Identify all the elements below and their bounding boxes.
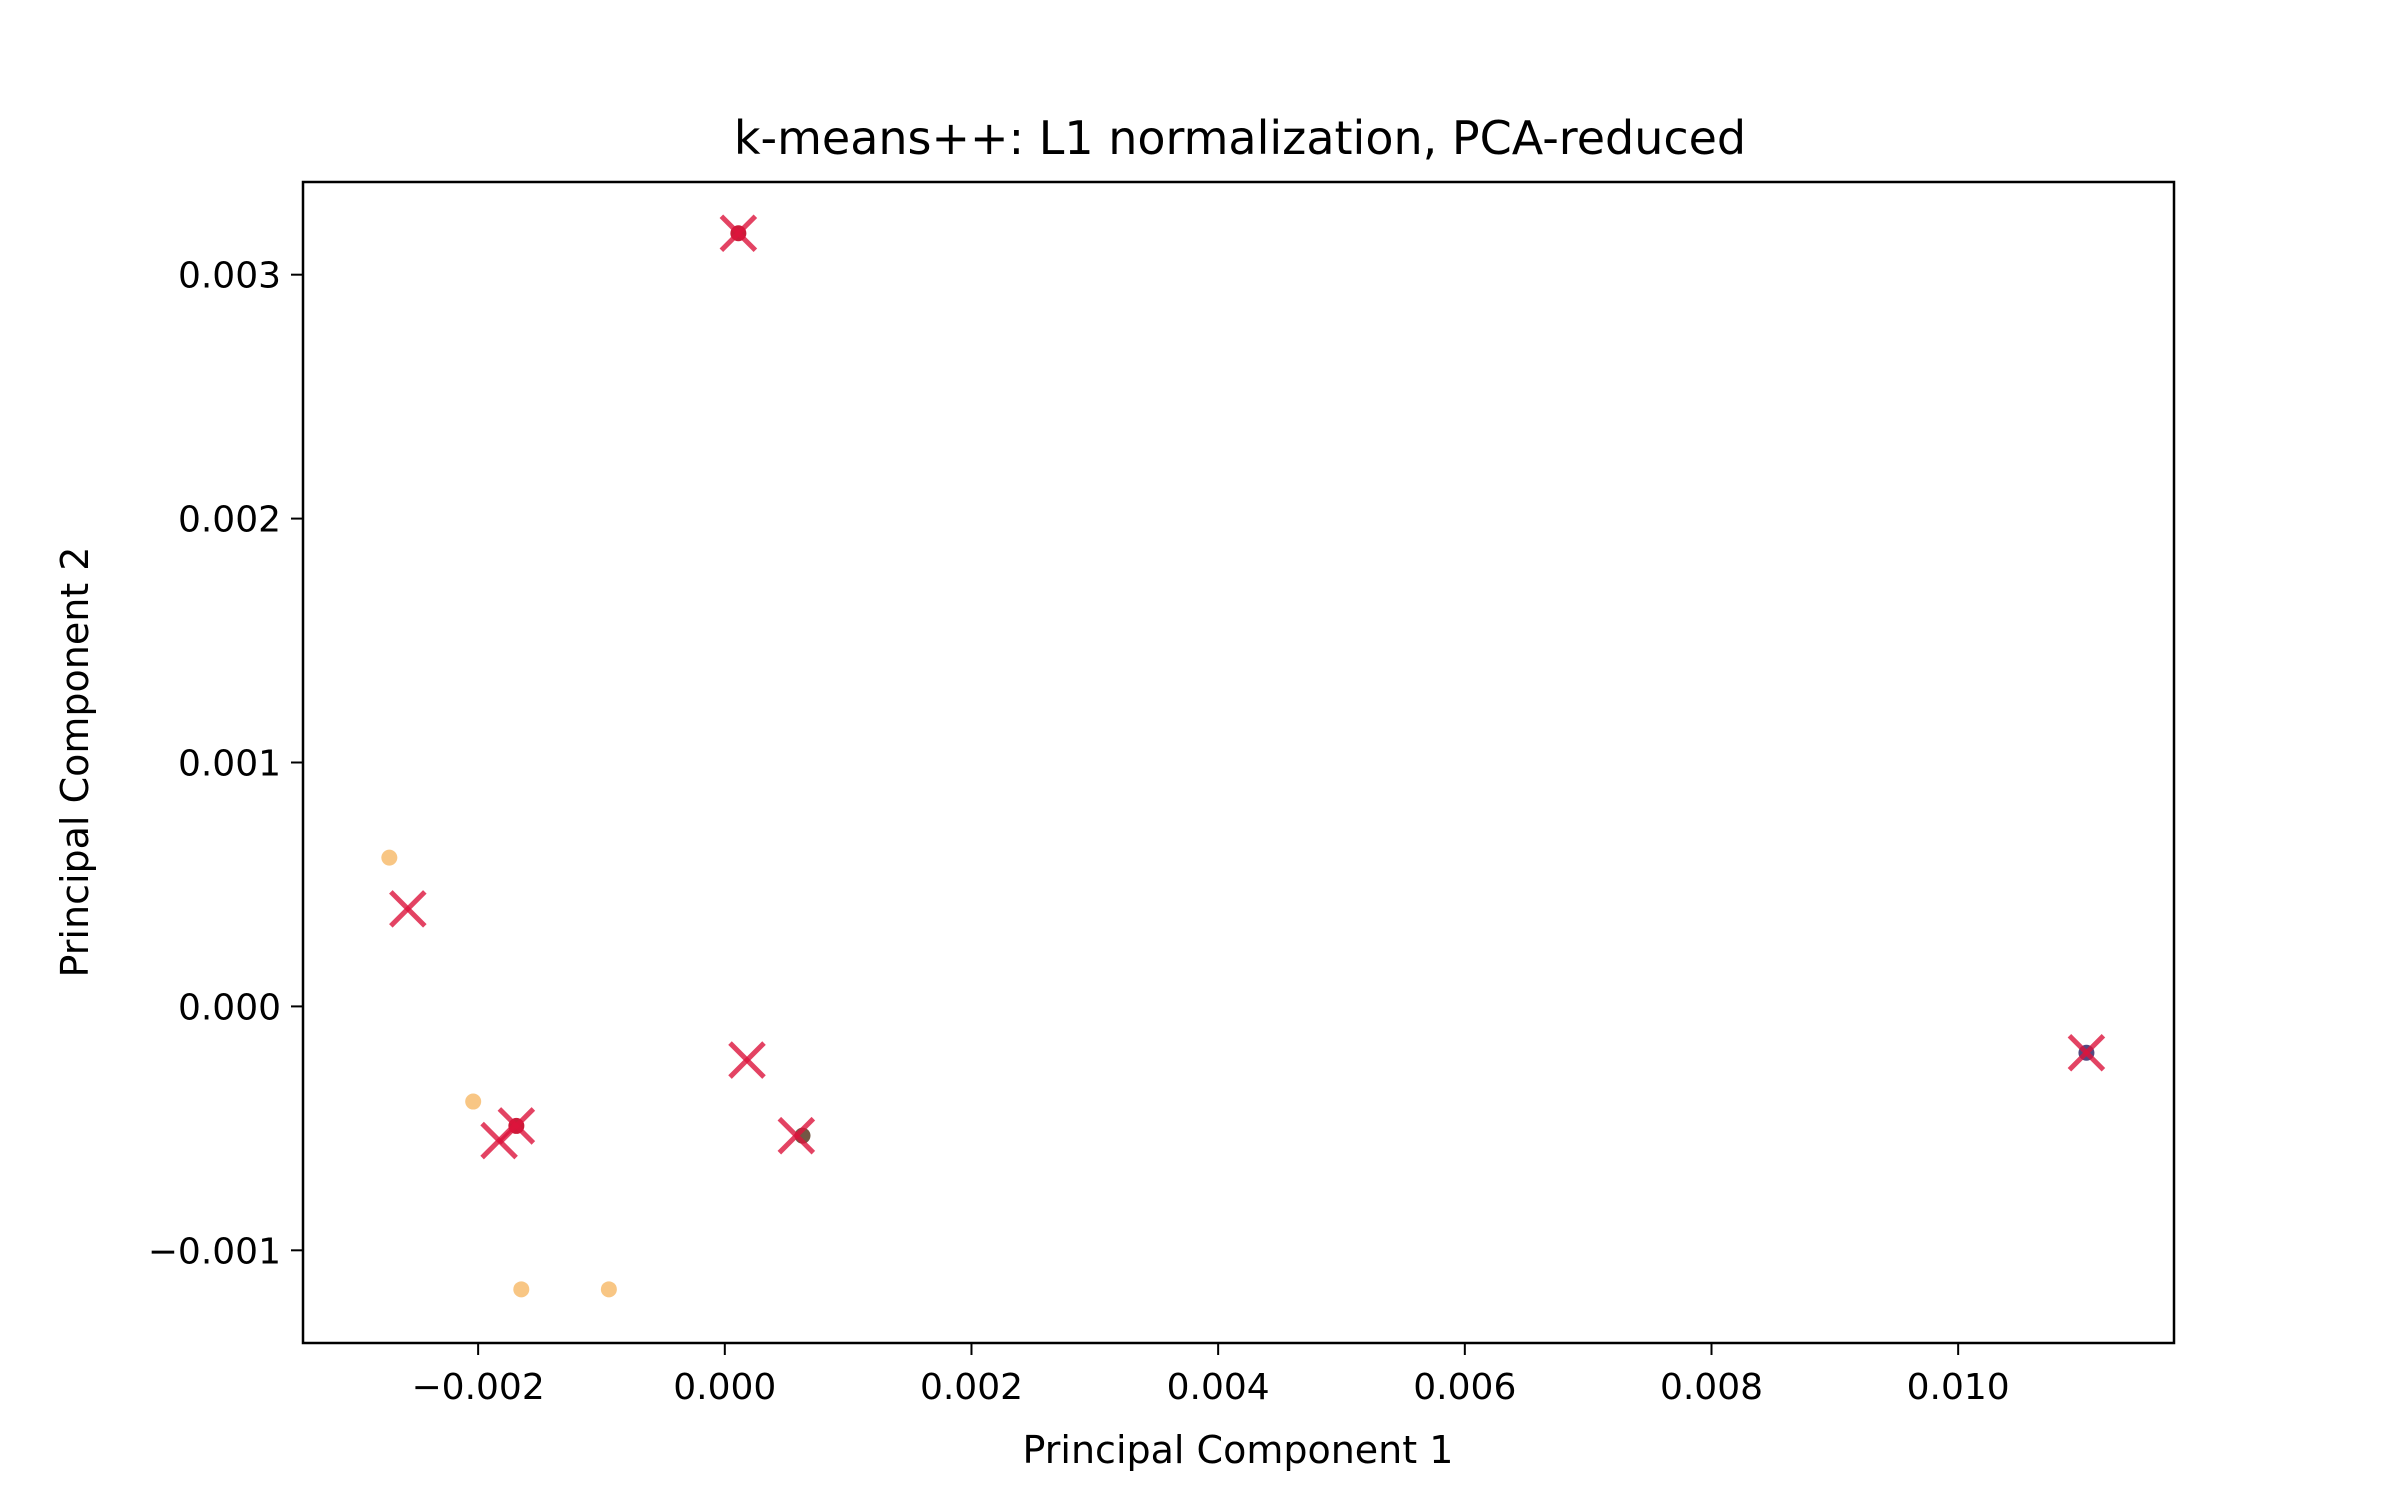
plot-marks bbox=[381, 214, 2106, 1298]
data-point bbox=[465, 1093, 482, 1110]
x-tick-label: 0.006 bbox=[1413, 1367, 1516, 1408]
data-point bbox=[513, 1281, 530, 1298]
axes: −0.002 0.000 0.002 0.004 0.006 0.008 0.010 −0.0… bbox=[148, 256, 2010, 1408]
x-tick-label: 0.004 bbox=[1167, 1367, 1270, 1408]
centroid-marker bbox=[777, 1116, 816, 1155]
y-tick-label: 0.002 bbox=[178, 500, 281, 541]
data-point bbox=[381, 849, 398, 866]
centroid-marker bbox=[2067, 1033, 2106, 1072]
centroid-marker bbox=[389, 890, 427, 928]
centroid-marker bbox=[480, 1121, 518, 1160]
y-tick-label: −0.001 bbox=[148, 1231, 281, 1272]
y-tick-label: 0.003 bbox=[178, 256, 281, 297]
y-axis-label: Principal Component 2 bbox=[53, 547, 97, 978]
x-tick-label: 0.008 bbox=[1660, 1367, 1763, 1408]
x-axis-label: Principal Component 1 bbox=[1023, 1428, 1454, 1472]
data-point bbox=[600, 1281, 617, 1298]
x-tick-label: 0.000 bbox=[673, 1367, 776, 1408]
x-tick-label: −0.002 bbox=[412, 1367, 545, 1408]
x-tick-label: 0.002 bbox=[920, 1367, 1023, 1408]
centroid-marker bbox=[719, 214, 758, 252]
chart-title: k-means++: L1 normalization, PCA-reduced bbox=[734, 111, 1746, 165]
y-tick-label: 0.001 bbox=[178, 744, 281, 785]
y-tick-label: 0.000 bbox=[178, 987, 281, 1028]
plot-frame bbox=[301, 180, 2176, 1345]
x-tick-label: 0.010 bbox=[1907, 1367, 2010, 1408]
centroid-marker bbox=[728, 1041, 766, 1079]
